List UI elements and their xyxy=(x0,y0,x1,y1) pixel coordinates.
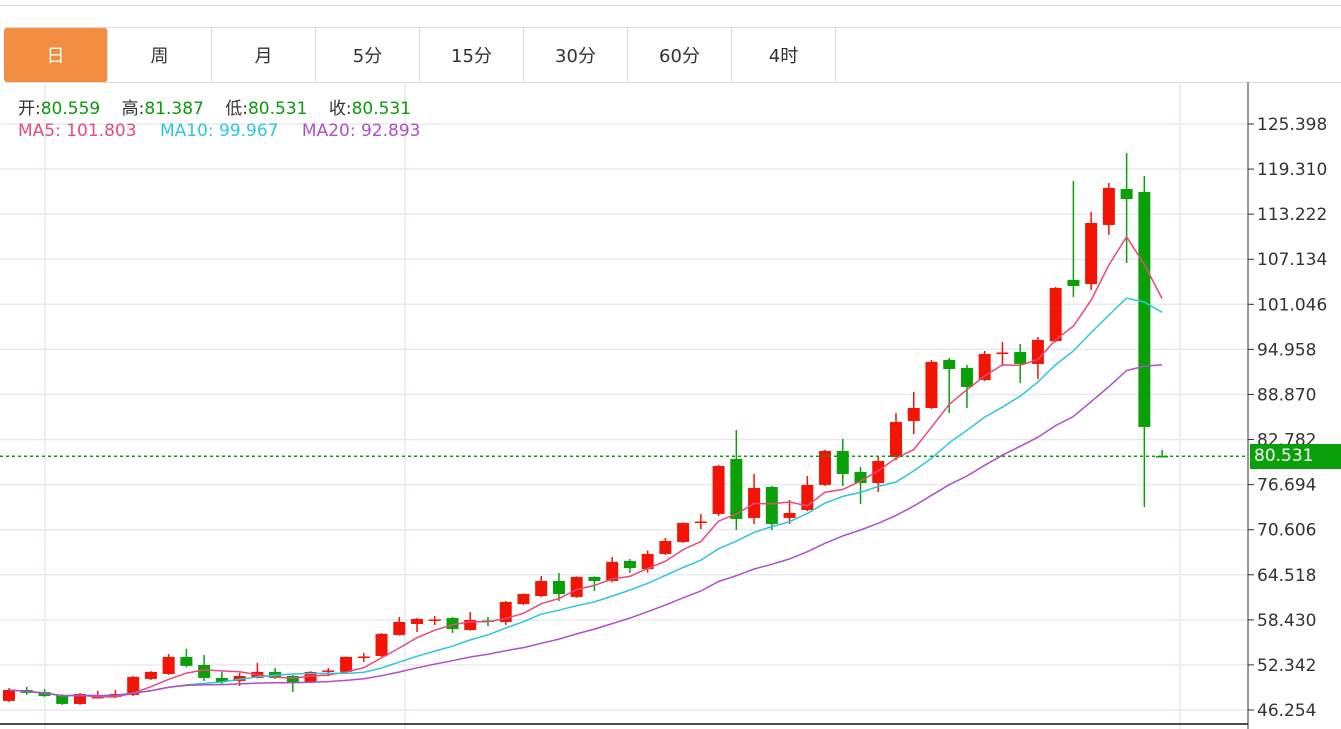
tab-4hour[interactable]: 4时 xyxy=(732,28,836,82)
ma5-line xyxy=(8,235,1163,698)
candle-body xyxy=(446,617,459,629)
candle-body xyxy=(38,691,51,696)
candle-body xyxy=(1031,339,1044,364)
candle-body xyxy=(180,656,193,666)
candle-body xyxy=(1067,279,1080,286)
candle-body xyxy=(1156,455,1169,458)
candle-body xyxy=(322,670,335,672)
candle-body xyxy=(872,460,885,484)
y-tick-label: 101.046 xyxy=(1257,295,1327,315)
candle-body xyxy=(552,580,565,595)
period-tabs: 日 周 月 5分 15分 30分 60分 4时 xyxy=(4,27,1341,83)
y-tick-label: 119.310 xyxy=(1257,160,1327,180)
candle-body xyxy=(996,352,1009,354)
candle-body xyxy=(677,522,690,542)
candle-body xyxy=(623,560,636,569)
y-tick-label: 113.222 xyxy=(1257,205,1327,225)
high-label: 高: xyxy=(121,99,145,119)
candle-body xyxy=(393,621,406,635)
candle-body xyxy=(960,367,973,387)
high-value: 81.387 xyxy=(144,99,204,119)
ma-legend: MA5: 101.803 MA10: 99.967 MA20: 92.893 xyxy=(18,121,438,141)
ma10-value: MA10: 99.967 xyxy=(159,121,279,141)
candle-body xyxy=(411,618,424,624)
candle-body xyxy=(641,553,654,569)
candle-body xyxy=(819,450,832,485)
y-tick-label: 76.694 xyxy=(1257,476,1316,496)
candle-body xyxy=(570,576,583,597)
candle-body xyxy=(1014,351,1027,364)
tab-15min[interactable]: 15分 xyxy=(420,28,524,82)
candle-body xyxy=(694,521,707,524)
candle-body xyxy=(286,675,299,683)
low-label: 低: xyxy=(225,99,248,119)
candle-body xyxy=(215,677,228,682)
y-tick-label: 88.870 xyxy=(1257,385,1316,405)
tab-day[interactable]: 日 xyxy=(4,28,108,82)
candle-body xyxy=(91,696,104,699)
candle-body xyxy=(1085,222,1098,284)
candle-body xyxy=(606,561,619,581)
y-tick-label: 94.958 xyxy=(1257,340,1316,360)
candle-body xyxy=(925,361,938,409)
close-value: 80.531 xyxy=(351,99,412,119)
candle-body xyxy=(712,465,725,514)
close-label: 收: xyxy=(328,99,352,119)
y-tick-label: 46.254 xyxy=(1257,701,1316,721)
candle-body xyxy=(943,359,956,369)
tab-month[interactable]: 月 xyxy=(212,28,316,82)
candle-body xyxy=(907,408,920,421)
candle-body xyxy=(1049,287,1062,342)
tab-5min[interactable]: 5分 xyxy=(316,28,420,82)
candle-body xyxy=(304,671,317,682)
y-tick-label: 52.342 xyxy=(1257,656,1316,676)
candle-body xyxy=(162,656,175,674)
ma10-line xyxy=(8,297,1163,697)
ma20-line xyxy=(8,363,1163,697)
y-tick-label: 125.398 xyxy=(1257,115,1327,135)
top-divider xyxy=(0,5,1341,6)
y-tick-label: 64.518 xyxy=(1257,566,1316,586)
candle-body xyxy=(765,486,778,524)
candle-body xyxy=(836,450,849,474)
candle-body xyxy=(659,540,672,554)
ma5-value: MA5: 101.803 xyxy=(18,121,137,141)
y-tick-label: 58.430 xyxy=(1257,611,1316,631)
tab-week[interactable]: 周 xyxy=(108,28,212,82)
candle-body xyxy=(198,664,211,678)
last-price-tag: 80.531 xyxy=(1250,444,1341,469)
candle-body xyxy=(535,580,548,597)
tab-30min[interactable]: 30分 xyxy=(524,28,628,82)
candle-body xyxy=(56,694,69,704)
candle-body xyxy=(340,656,353,672)
y-tick-label: 70.606 xyxy=(1257,521,1316,541)
ohlc-info: 开:80.559 高:81.387 低:80.531 收:80.531 xyxy=(18,94,427,119)
candle-body xyxy=(588,576,601,581)
candle-body xyxy=(73,693,86,704)
candle-body xyxy=(357,656,370,658)
candle-body xyxy=(1102,187,1115,225)
candle-body xyxy=(730,458,743,519)
candle-body xyxy=(428,619,441,621)
candle-body xyxy=(375,633,388,656)
open-label: 开: xyxy=(18,99,41,119)
low-value: 80.531 xyxy=(247,99,308,119)
candle-body xyxy=(890,422,902,457)
candle-body xyxy=(854,471,867,484)
candle-body xyxy=(783,513,796,518)
candle-body xyxy=(464,619,477,630)
open-value: 80.559 xyxy=(40,99,101,119)
y-tick-label: 107.134 xyxy=(1257,250,1327,270)
candle-body xyxy=(3,689,15,701)
candle-body xyxy=(517,594,530,605)
candle-body xyxy=(144,671,157,679)
candle-body xyxy=(1120,188,1133,199)
candle-body xyxy=(1138,191,1151,427)
tab-60min[interactable]: 60分 xyxy=(628,28,732,82)
ma20-value: MA20: 92.893 xyxy=(301,121,421,141)
candle-body xyxy=(127,676,140,695)
